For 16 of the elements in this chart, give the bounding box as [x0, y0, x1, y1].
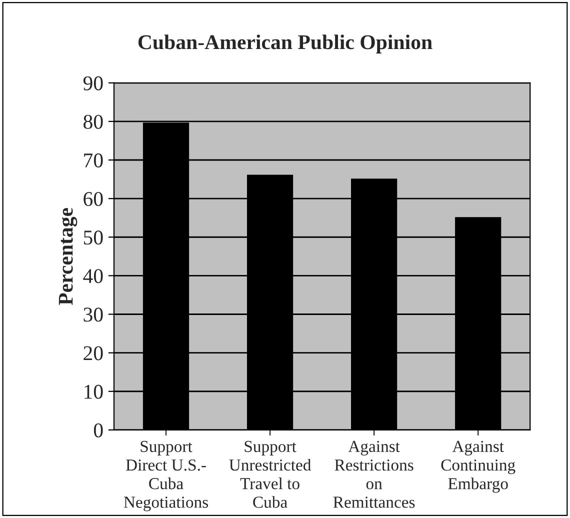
y-tick-label: 40: [83, 269, 103, 284]
y-tick-label: 60: [84, 192, 103, 206]
x-tick-label: Against Restrictions on Remittances: [333, 440, 415, 508]
y-tick-label: 0: [94, 423, 103, 438]
y-axis-title: Percentage: [58, 208, 78, 306]
x-tick-label: Support Direct U.S.- Cuba Negotiations: [124, 440, 208, 512]
y-tick-label: 30: [84, 308, 103, 322]
y-tick-label: 50: [84, 230, 103, 245]
y-tick-label: 20: [84, 346, 103, 360]
chart-title: Cuban-American Public Opinion: [138, 34, 432, 54]
x-tick-label: Support Unrestricted Travel to Cuba: [229, 440, 312, 508]
y-tick-label: 10: [84, 384, 103, 399]
y-tick-label: 80: [84, 114, 103, 129]
x-tick-label: Against Continuing Embargo: [441, 440, 516, 493]
y-tick-label: 90: [83, 76, 103, 90]
y-tick-label: 70: [84, 153, 103, 168]
